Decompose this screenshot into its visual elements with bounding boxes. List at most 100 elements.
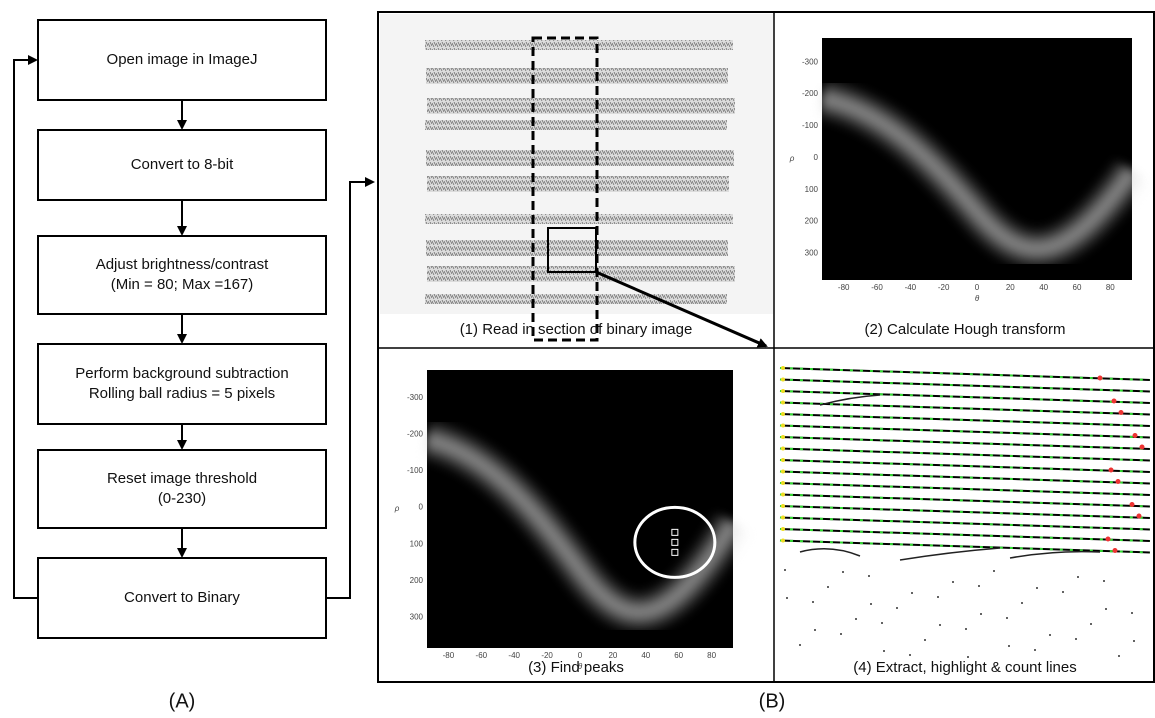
line-start [781, 435, 785, 439]
x-tick-label: -80 [443, 651, 455, 660]
panel-label: (A) [169, 690, 196, 712]
y-tick-label: 100 [805, 185, 819, 194]
detected-line [779, 493, 1151, 508]
detected-line [779, 482, 1151, 496]
speck [978, 585, 980, 587]
detected-highlight [779, 401, 1151, 416]
line-start [781, 423, 785, 428]
line-start [781, 458, 785, 462]
speck [1118, 655, 1120, 657]
detected-line [779, 459, 1151, 473]
caption: (3) Find peaks [528, 659, 624, 676]
hough-band [425, 433, 739, 619]
debris [799, 548, 861, 557]
flow-step [37, 235, 327, 315]
detected-highlight [779, 378, 1151, 393]
line-start [781, 527, 785, 531]
x-tick-label: -20 [541, 651, 553, 660]
speck [896, 607, 898, 609]
speck [980, 613, 982, 615]
detected-highlight [779, 447, 1151, 462]
speck [967, 656, 969, 658]
zoom-arrow [595, 270, 768, 348]
speck [1090, 623, 1092, 625]
speck [855, 618, 857, 620]
detected-highlight [779, 367, 1151, 381]
speck [827, 586, 829, 588]
detected-line [779, 367, 1151, 381]
debris [899, 547, 1001, 561]
y-tick-label: 300 [805, 248, 819, 257]
speck [870, 603, 872, 605]
line-start [781, 481, 785, 485]
step-text: Reset image threshold [107, 470, 257, 487]
flow-step [37, 129, 327, 201]
detected-line [779, 401, 1151, 416]
speck [939, 624, 941, 626]
step-text: Convert to Binary [124, 589, 240, 606]
hough-plot: -80 -60 -40 -20 0 20 40 60 80-300-200-1000100200… [394, 370, 751, 671]
hough-plot: -80 -60 -40 -20 0 20 40 60 80-300-200-1000100200… [789, 38, 1149, 303]
x-tick-label: -60 [871, 283, 883, 292]
stripe [425, 40, 733, 50]
debris [819, 394, 881, 406]
stripe [426, 150, 734, 166]
y-tick-label: 300 [410, 613, 424, 622]
x-tick-label: 20 [608, 651, 617, 660]
speck [909, 654, 911, 656]
y-tick-label: -100 [407, 466, 424, 475]
x-tick-label: 0 [578, 651, 583, 660]
speck [814, 629, 816, 631]
speck [1075, 638, 1077, 640]
x-tick-label: -20 [938, 283, 950, 292]
debris [1009, 550, 1101, 559]
speck [993, 570, 995, 572]
speck [937, 596, 939, 598]
detected-highlight [779, 493, 1151, 508]
y-axis-label: ρ [789, 154, 795, 163]
line-start [781, 389, 785, 393]
peak-marker [671, 538, 679, 546]
line-end [1111, 398, 1117, 404]
speck [784, 569, 786, 571]
selection-box [531, 36, 599, 342]
y-axis-label: ρ [394, 504, 400, 513]
detected-line [779, 470, 1151, 485]
stripe [426, 68, 728, 84]
caption: (1) Read in section of binary image [460, 321, 693, 338]
speck [1008, 645, 1010, 647]
x-axis-label: θ [975, 294, 980, 303]
speck [786, 597, 788, 599]
detected-highlight [779, 390, 1151, 404]
x-tick-label: 60 [1073, 283, 1082, 292]
detected-highlight [779, 436, 1151, 450]
speck [1103, 580, 1105, 582]
feedback-arrow [13, 55, 38, 599]
line-end [1105, 536, 1111, 542]
line-start [781, 492, 785, 497]
line-start [781, 366, 785, 370]
detected-line [779, 447, 1151, 462]
stripe [427, 266, 735, 282]
speck [881, 622, 883, 624]
x-tick-label: 40 [641, 651, 650, 660]
detected-highlight [779, 505, 1151, 519]
detected-line [779, 436, 1151, 450]
line-start [781, 400, 785, 405]
x-tick-label: 40 [1039, 283, 1048, 292]
stripe [425, 214, 733, 224]
speck [1131, 612, 1133, 614]
speck [1036, 587, 1038, 589]
line-end [1132, 433, 1138, 438]
flow-step [37, 19, 327, 101]
step-text: (0-230) [158, 490, 206, 507]
step-text: (Min = 80; Max =167) [111, 276, 254, 293]
detected-highlight [779, 413, 1151, 427]
line-start [781, 446, 785, 451]
speck [1077, 576, 1079, 578]
caption: (4) Extract, highlight & count lines [853, 659, 1076, 676]
speck [883, 650, 885, 652]
step-text: Perform background subtraction [75, 365, 288, 382]
caption: (2) Calculate Hough transform [865, 321, 1066, 338]
